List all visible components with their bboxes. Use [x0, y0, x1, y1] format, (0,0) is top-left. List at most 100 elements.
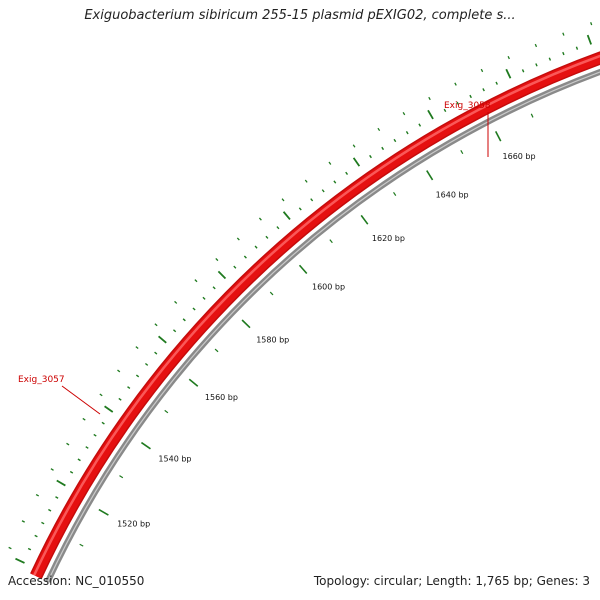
- ruler-minor-tick: [393, 191, 397, 196]
- gene-label[interactable]: Exig_3057: [18, 375, 65, 385]
- feature-mark-outer: [562, 32, 565, 36]
- feature-mark: [418, 123, 422, 127]
- feature-mark: [212, 286, 216, 290]
- feature-mark: [393, 138, 397, 143]
- feature-mark: [144, 362, 149, 366]
- feature-mark-outer: [194, 279, 198, 283]
- gene-label[interactable]: Exig_3058: [444, 101, 491, 111]
- feature-mark: [85, 446, 89, 449]
- feature-mark-outer: [402, 111, 406, 116]
- feature-mark: [56, 479, 66, 487]
- feature-mark-outer: [590, 22, 593, 26]
- feature-mark: [427, 109, 434, 120]
- feature-mark: [535, 63, 538, 67]
- feature-mark: [243, 255, 247, 259]
- feature-mark: [135, 374, 140, 378]
- feature-mark: [233, 265, 237, 269]
- feature-mark-outer: [352, 144, 356, 148]
- feature-mark: [118, 397, 122, 401]
- gene-labels: Exig_3057 Exig_3058: [18, 101, 491, 415]
- feature-mark: [381, 146, 385, 151]
- feature-mark: [548, 57, 552, 61]
- feature-mark: [254, 245, 258, 249]
- map-title: Exiguobacterium sibiricum 255-15 plasmid…: [84, 8, 516, 23]
- ruler-tick-label: 1560 bp: [205, 393, 238, 402]
- feature-mark-outer: [507, 55, 510, 60]
- ruler-tick: [360, 214, 369, 225]
- feature-mark: [15, 557, 25, 564]
- feature-mark: [101, 421, 105, 425]
- feature-mark: [469, 94, 472, 99]
- feature-mark-outer: [66, 442, 70, 446]
- feature-mark: [77, 458, 81, 462]
- feature-mark: [298, 207, 302, 211]
- feature-mark: [369, 154, 372, 159]
- feature-mark-outer: [534, 43, 538, 48]
- feature-mark-outer: [8, 546, 12, 550]
- feature-mark-outer: [304, 179, 308, 183]
- ruler-minor-tick: [460, 149, 464, 155]
- accession-text: Accession: NC_010550: [8, 574, 145, 588]
- feature-mark: [345, 171, 349, 175]
- bp-ruler: 1520 bp 1540 bp 1560 bp 1580 bp 1600 bp 1620 …: [79, 113, 536, 547]
- feature-mark-outer: [135, 346, 139, 350]
- backbone-track: [45, 68, 600, 583]
- ruler-minor-tick: [329, 239, 333, 244]
- ruler-tick-label: 1620 bp: [372, 234, 405, 243]
- feature-mark: [217, 270, 227, 280]
- ruler-minor-tick: [79, 543, 84, 547]
- gene-arc: [31, 52, 600, 579]
- feature-mark: [575, 46, 579, 50]
- ruler-tick-label: 1580 bp: [256, 335, 289, 344]
- feature-mark: [321, 189, 325, 193]
- feature-mark-outer: [258, 217, 262, 221]
- feature-mark-outer: [99, 393, 103, 397]
- ruler-tick: [98, 508, 109, 516]
- gene-arc-highlight: [33, 54, 600, 576]
- feature-mark-outer: [480, 68, 484, 73]
- ruler-minor-tick: [530, 113, 534, 118]
- feature-mark: [127, 386, 131, 390]
- ruler-tick: [241, 319, 251, 329]
- feature-mark-outer: [174, 300, 178, 304]
- feature-mark-outer: [50, 468, 54, 471]
- feature-mark: [69, 470, 74, 474]
- feature-mark: [333, 180, 337, 184]
- feature-mark-outer: [35, 493, 40, 497]
- feature-mark: [27, 547, 32, 551]
- feature-mark: [282, 211, 291, 220]
- feature-mark: [562, 51, 565, 56]
- feature-mark: [505, 68, 512, 79]
- feature-mark-outer: [428, 96, 431, 101]
- feature-mark: [154, 351, 158, 355]
- ruler-minor-tick: [269, 291, 274, 296]
- feature-mark: [352, 157, 361, 167]
- ruler-tick: [140, 441, 151, 450]
- feature-mark-outer: [21, 520, 25, 523]
- gene-leader-line: [61, 385, 101, 415]
- feature-mark-outer: [328, 161, 332, 165]
- feature-mark: [443, 108, 447, 113]
- ruler-tick-label: 1660 bp: [503, 152, 536, 161]
- feature-mark: [265, 235, 269, 239]
- feature-mark: [182, 318, 186, 322]
- feature-marks: [8, 22, 593, 564]
- feature-mark: [55, 496, 59, 499]
- ruler-tick-label: 1520 bp: [117, 520, 150, 529]
- feature-mark-outer: [82, 417, 86, 421]
- feature-mark: [93, 433, 97, 437]
- feature-mark-outer: [117, 369, 121, 373]
- feature-mark-outer: [154, 323, 158, 327]
- feature-mark-outer: [236, 237, 240, 241]
- ruler-tick: [298, 264, 308, 275]
- feature-mark: [48, 508, 52, 512]
- feature-mark: [276, 226, 280, 230]
- feature-mark: [310, 198, 314, 202]
- feature-mark-outer: [454, 82, 457, 86]
- feature-mark-outer: [377, 127, 381, 132]
- ruler-tick-label: 1600 bp: [312, 282, 345, 291]
- feature-mark: [456, 101, 460, 105]
- feature-mark: [521, 69, 525, 73]
- backbone-highlight: [47, 71, 600, 582]
